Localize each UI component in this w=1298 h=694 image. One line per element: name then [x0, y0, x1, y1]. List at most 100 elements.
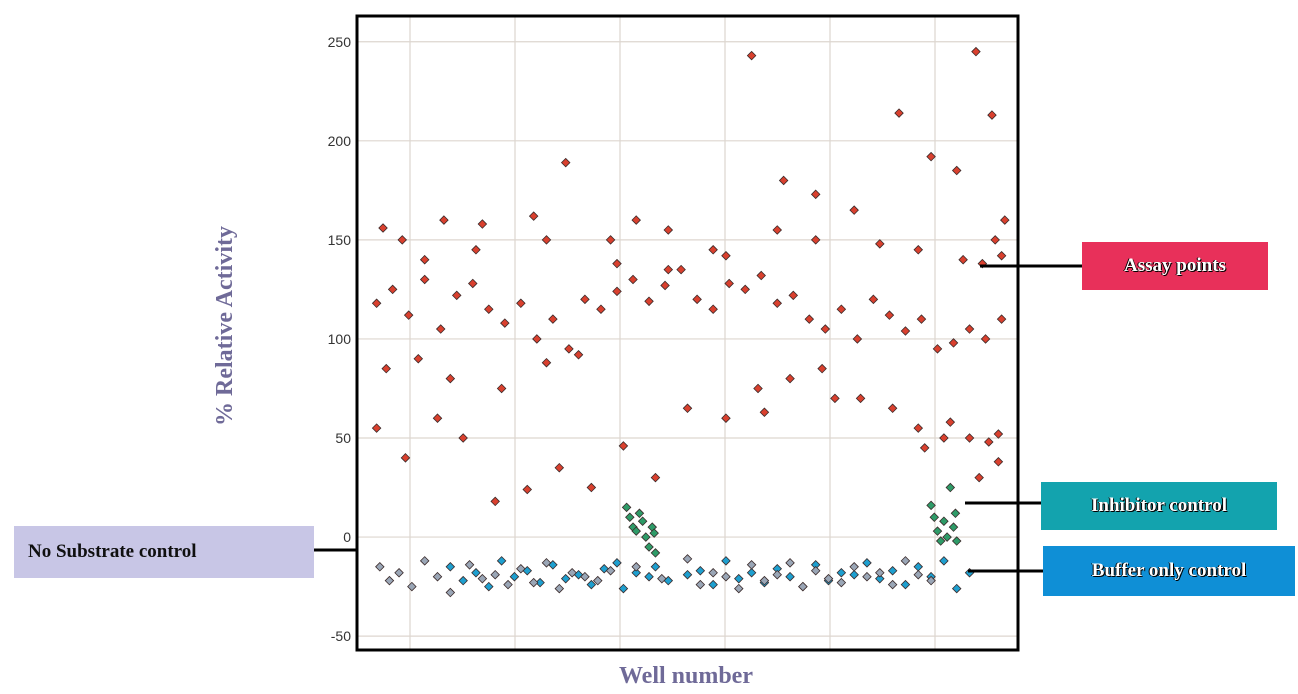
data-point-assay-points [400, 453, 411, 463]
data-point-assay-points [541, 357, 552, 368]
data-point-no-substrate-control [708, 567, 718, 578]
data-point-assay-points [580, 294, 590, 305]
data-point-buffer-only-control [509, 571, 520, 582]
data-point-buffer-only-control [644, 571, 654, 582]
data-point-assay-points [788, 290, 799, 301]
data-point-assay-points [471, 245, 481, 255]
data-point-no-substrate-control [900, 556, 911, 566]
data-point-buffer-only-control [599, 564, 609, 574]
data-point-buffer-only-control [875, 573, 885, 584]
y-tick-label: 200 [328, 133, 352, 149]
data-point-buffer-only-control [631, 567, 641, 578]
data-point-assay-points [564, 344, 574, 354]
data-point-assay-points [381, 363, 391, 374]
data-point-assay-points [573, 350, 584, 360]
data-point-no-substrate-control [695, 579, 706, 590]
data-point-assay-points [913, 245, 924, 255]
data-point-no-substrate-control [862, 571, 872, 582]
data-point-no-substrate-control [528, 577, 539, 588]
data-point-no-substrate-control [445, 587, 456, 598]
data-point-assay-points [852, 334, 863, 344]
data-point-buffer-only-control [458, 575, 468, 586]
data-point-assay-points [403, 310, 414, 320]
data-point-assay-points [746, 50, 757, 61]
data-point-assay-points [855, 393, 866, 404]
data-point-assay-points [939, 433, 949, 443]
data-point-inhibitor-control [926, 500, 936, 511]
data-point-no-substrate-control [734, 583, 744, 594]
data-point-no-substrate-control [384, 575, 395, 586]
data-point-assay-points [984, 437, 994, 447]
data-point-inhibitor-control [945, 482, 956, 493]
data-point-assay-points [951, 165, 962, 176]
data-point-no-substrate-control [836, 577, 847, 588]
data-point-assay-points [397, 235, 408, 245]
data-point-no-substrate-control [875, 567, 885, 578]
data-point-no-substrate-control [926, 575, 936, 586]
data-point-assay-points [596, 304, 606, 314]
data-point-no-substrate-control [516, 564, 526, 574]
data-point-assay-points [916, 314, 927, 324]
data-point-assay-points [708, 245, 718, 255]
data-point-buffer-only-control [734, 573, 744, 584]
data-point-assay-points [919, 443, 930, 453]
data-point-buffer-only-control [721, 556, 731, 566]
data-point-assay-points [419, 274, 430, 285]
data-point-assay-points [887, 403, 898, 414]
data-point-inhibitor-control [649, 528, 659, 538]
data-point-assay-points [849, 205, 859, 215]
data-point-assay-points [445, 373, 456, 384]
data-point-buffer-only-control [849, 569, 859, 580]
y-tick-label: 50 [335, 430, 351, 446]
data-point-assay-points [612, 286, 622, 297]
data-point-assay-points [660, 280, 670, 291]
data-point-no-substrate-control [490, 569, 500, 580]
data-point-inhibitor-control [950, 508, 961, 519]
data-point-assay-points [958, 254, 968, 265]
data-point-assay-points [964, 324, 975, 334]
data-point-assay-points [628, 274, 638, 285]
y-tick-label: 100 [328, 331, 352, 347]
data-point-no-substrate-control [631, 562, 641, 572]
data-point-no-substrate-control [772, 569, 783, 580]
data-point-assay-points [804, 314, 815, 324]
data-point-no-substrate-control [464, 560, 475, 570]
data-point-buffer-only-control [913, 562, 924, 572]
data-point-inhibitor-control [637, 516, 648, 526]
data-point-assay-points [484, 304, 494, 314]
data-point-assay-points [692, 294, 702, 305]
data-point-no-substrate-control [798, 581, 808, 592]
data-point-assay-points [785, 373, 795, 384]
data-point-buffer-only-control [951, 583, 962, 594]
data-point-inhibitor-control [951, 536, 962, 546]
data-point-assay-points [810, 189, 821, 200]
data-point-buffer-only-control [612, 558, 622, 568]
data-point-inhibitor-control [929, 512, 940, 523]
data-point-buffer-only-control [887, 565, 898, 576]
data-point-inhibitor-control [621, 502, 632, 513]
data-point-no-substrate-control [605, 565, 616, 576]
data-point-inhibitor-control [942, 532, 952, 542]
data-point-assay-points [974, 472, 984, 483]
data-point-assay-points [945, 417, 956, 427]
callout-inhibitor-control: Inhibitor control [1041, 482, 1277, 530]
data-point-assay-points [996, 314, 1007, 324]
data-point-assay-points [830, 393, 840, 404]
data-point-no-substrate-control [477, 573, 488, 584]
data-point-inhibitor-control [641, 532, 651, 542]
grid [357, 16, 1018, 650]
data-point-inhibitor-control [625, 512, 635, 523]
data-point-no-substrate-control [419, 556, 430, 566]
data-point-assay-points [817, 363, 827, 374]
data-point-buffer-only-control [484, 581, 494, 592]
data-point-assay-points [371, 298, 382, 309]
data-point-assay-points [516, 298, 526, 309]
data-point-no-substrate-control [657, 573, 667, 584]
data-point-assay-points [676, 264, 686, 275]
callout-assay-points: Assay points [1082, 242, 1268, 290]
data-point-buffer-only-control [445, 562, 456, 572]
data-point-assay-points [631, 215, 641, 225]
data-point-buffer-only-control [650, 562, 661, 572]
data-point-assay-points [490, 496, 500, 507]
data-point-no-substrate-control [375, 562, 385, 572]
